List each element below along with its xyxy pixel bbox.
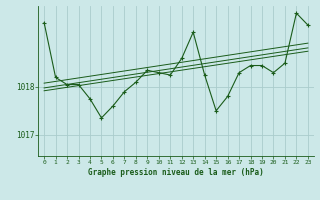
X-axis label: Graphe pression niveau de la mer (hPa): Graphe pression niveau de la mer (hPa) [88, 168, 264, 177]
